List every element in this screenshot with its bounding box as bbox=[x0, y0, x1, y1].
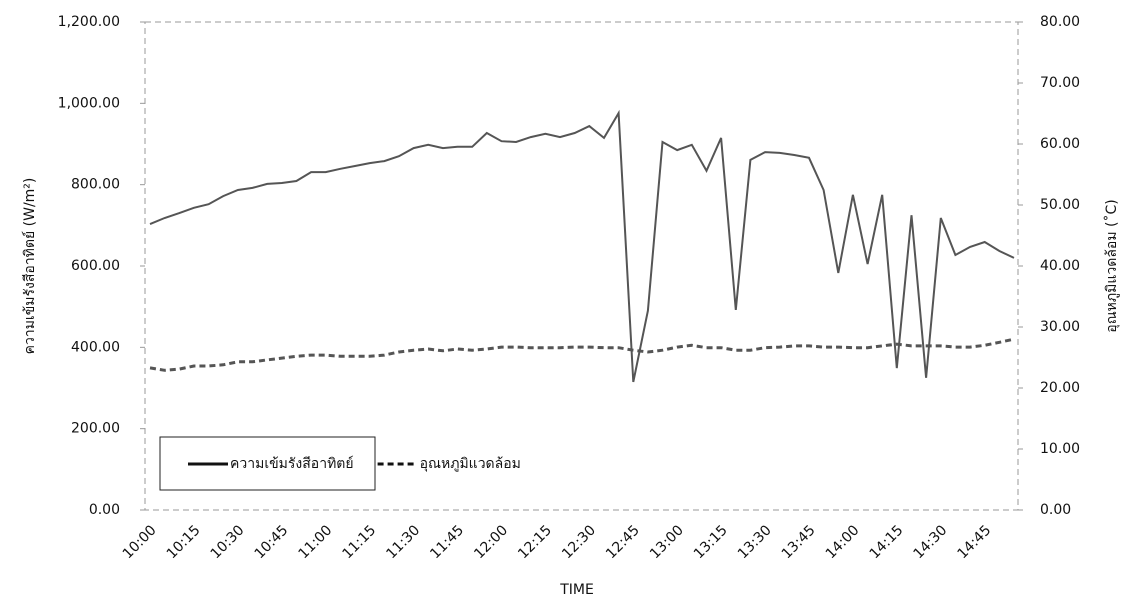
x-tick-label: 11:15 bbox=[339, 522, 379, 562]
y-axis-label: ความเข้มรังสีอาทิตย์ (W/m²) bbox=[21, 178, 38, 355]
y2-tick-label: 0.00 bbox=[1040, 502, 1071, 518]
x-tick-label: 12:00 bbox=[471, 522, 511, 562]
y2-tick-label: 50.00 bbox=[1040, 197, 1080, 213]
legend-label: อุณหภูมิแวดล้อม bbox=[420, 456, 521, 472]
x-tick-label: 11:45 bbox=[427, 522, 467, 562]
x-tick-label: 12:15 bbox=[515, 522, 555, 562]
x-axis-label: TIME bbox=[559, 582, 594, 598]
x-tick-label: 14:45 bbox=[955, 522, 995, 562]
x-tick-label: 11:00 bbox=[296, 522, 336, 562]
x-tick-label: 13:45 bbox=[779, 522, 819, 562]
y2-tick-label: 30.00 bbox=[1040, 319, 1080, 335]
y-tick-label: 0.00 bbox=[89, 502, 120, 518]
y-tick-label: 1,200.00 bbox=[58, 14, 120, 30]
y2-tick-label: 40.00 bbox=[1040, 258, 1080, 274]
y-tick-label: 1,000.00 bbox=[58, 95, 120, 111]
x-tick-label: 10:00 bbox=[120, 522, 160, 562]
x-tick-label: 13:15 bbox=[691, 522, 731, 562]
x-tick-label: 10:15 bbox=[164, 522, 204, 562]
series-line bbox=[149, 109, 1015, 383]
x-tick-label: 13:00 bbox=[647, 522, 687, 562]
legend-label: ความเข้มรังสีอาทิตย์ bbox=[230, 455, 354, 472]
x-tick-label: 11:30 bbox=[383, 522, 423, 562]
y2-tick-label: 10.00 bbox=[1040, 441, 1080, 457]
x-tick-label: 10:30 bbox=[208, 522, 248, 562]
x-tick-label: 13:30 bbox=[735, 522, 775, 562]
y-tick-label: 400.00 bbox=[71, 339, 120, 355]
x-tick-label: 12:30 bbox=[559, 522, 599, 562]
series-line bbox=[149, 337, 1015, 372]
x-tick-label: 12:45 bbox=[603, 522, 643, 562]
y-tick-label: 200.00 bbox=[71, 421, 120, 437]
y2-tick-label: 80.00 bbox=[1040, 14, 1080, 30]
x-tick-label: 10:45 bbox=[252, 522, 292, 562]
y2-tick-label: 60.00 bbox=[1040, 136, 1080, 152]
y2-axis-label: อุณหภูมิแวดล้อม (˚C) bbox=[1103, 199, 1120, 332]
y2-tick-label: 20.00 bbox=[1040, 380, 1080, 396]
x-tick-label: 14:00 bbox=[823, 522, 863, 562]
x-tick-label: 14:15 bbox=[867, 522, 907, 562]
y-tick-label: 800.00 bbox=[71, 177, 120, 193]
x-tick-label: 14:30 bbox=[911, 522, 951, 562]
y2-tick-label: 70.00 bbox=[1040, 75, 1080, 91]
y-tick-label: 600.00 bbox=[71, 258, 120, 274]
